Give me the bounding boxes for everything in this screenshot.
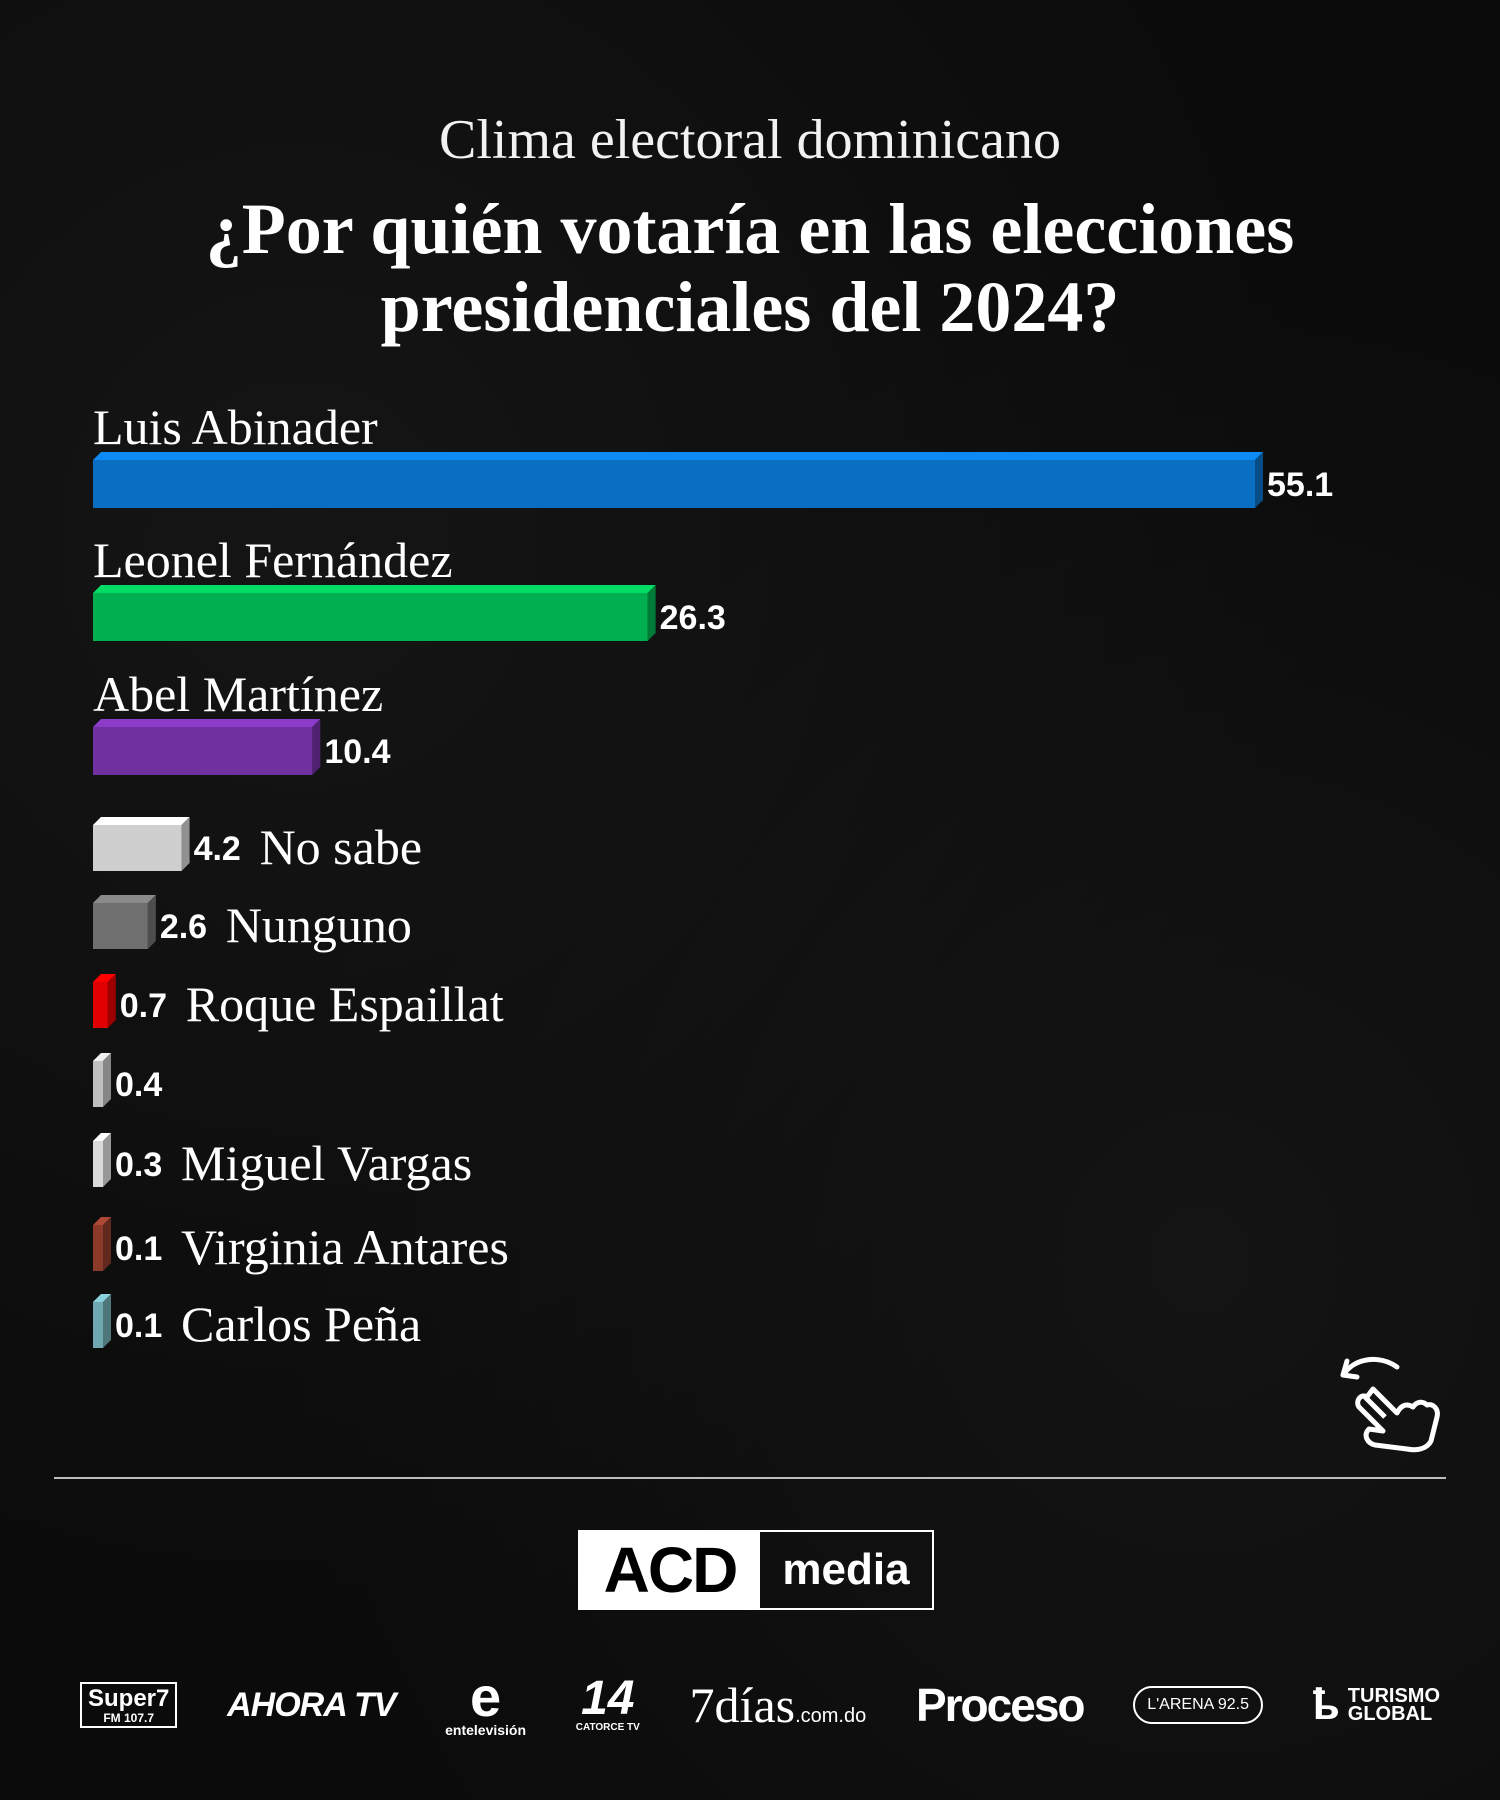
bar-top-face <box>93 817 190 825</box>
bar <box>93 982 108 1028</box>
partner-logos: Super7 FM 107.7 AHORA TV e entelevisión … <box>80 1665 1440 1745</box>
bar-chart: 55.1 Luis Abinader 26.3 Leonel Fernández 10.… <box>93 399 1333 1352</box>
bar-top-face <box>93 452 1263 460</box>
category-label: Nunguno <box>226 897 412 953</box>
bar <box>93 1225 103 1271</box>
acd-logo-text: ACD <box>580 1532 760 1608</box>
chart-subtitle: Clima electoral dominicano <box>438 109 1061 171</box>
catorce-mark: 14 <box>581 1672 635 1725</box>
7dias-domain: .com.do <box>795 1705 867 1727</box>
bar-side-face <box>107 974 116 1028</box>
category-label: Miguel Vargas <box>181 1135 472 1191</box>
bar-top-face <box>93 895 156 903</box>
bar-side-face <box>147 895 156 949</box>
bar <box>93 903 148 949</box>
entelevision-text: entelevisión <box>445 1722 527 1738</box>
catorce-tv-logo: 14 CATORCE TV <box>575 1672 640 1734</box>
value-label: 2.6 <box>160 908 207 946</box>
ahora-tv-logo: AHORA TV <box>227 1685 396 1724</box>
bar <box>93 593 648 641</box>
category-label: Carlos Peña <box>181 1296 421 1352</box>
entelevision-logo: e entelevisión <box>445 1665 527 1739</box>
footer-divider <box>54 1477 1446 1479</box>
value-label: 0.4 <box>115 1066 162 1104</box>
value-label: 0.7 <box>120 987 167 1025</box>
category-label: Leonel Fernández <box>93 532 453 588</box>
super7-text: Super7 <box>88 1685 170 1712</box>
bar-top-face <box>93 1294 111 1302</box>
turismo-text: TURISMO <box>1347 1685 1440 1707</box>
category-label: Luis Abinader <box>93 399 378 455</box>
value-label: 55.1 <box>1267 466 1333 504</box>
chart-title: ¿Por quién votaría en las elecciones pre… <box>205 189 1295 347</box>
proceso-logo: Proceso <box>915 1679 1086 1731</box>
7dias-logo: 7días.com.do <box>690 1676 867 1734</box>
category-label: Virginia Antares <box>181 1219 509 1275</box>
bar <box>93 825 182 871</box>
category-label: No sabe <box>260 819 422 875</box>
catorce-text: CATORCE TV <box>575 1722 640 1733</box>
bar-side-face <box>312 719 321 775</box>
bar-side-face <box>103 1294 111 1348</box>
bar-top-face <box>93 974 116 982</box>
value-label: 0.1 <box>115 1307 162 1345</box>
bar-top-face <box>93 1217 111 1225</box>
value-label: 0.3 <box>115 1146 162 1184</box>
category-label: Abel Martínez <box>93 666 383 722</box>
7dias-text: 7días <box>689 1677 796 1733</box>
bar-side-face <box>647 585 656 641</box>
bar-top-face <box>93 1053 111 1061</box>
turismo-global-mark: ҍ <box>1312 1680 1340 1729</box>
super7-logo: Super7 FM 107.7 <box>80 1682 178 1728</box>
value-label: 10.4 <box>324 733 390 771</box>
value-label: 26.3 <box>660 599 726 637</box>
turismo-global-logo: ҍ TURISMO GLOBAL <box>1313 1683 1440 1727</box>
bar-side-face <box>181 817 190 871</box>
super7-sub: FM 107.7 <box>103 1711 155 1725</box>
bar <box>93 1061 103 1107</box>
bar-top-face <box>93 1133 111 1141</box>
bar-top-face <box>93 719 321 727</box>
bar-side-face <box>103 1133 111 1187</box>
bar <box>93 1141 103 1187</box>
bar-side-face <box>103 1053 111 1107</box>
bar-side-face <box>1255 452 1263 508</box>
value-label: 4.2 <box>194 830 241 868</box>
bar-top-face <box>93 585 656 593</box>
acd-logo-media: media <box>782 1545 910 1594</box>
bar <box>93 727 313 775</box>
acd-media-logo: ACD media <box>578 1530 934 1610</box>
bar-side-face <box>103 1217 111 1271</box>
bar <box>93 460 1255 508</box>
swipe-hand-icon[interactable] <box>1335 1345 1445 1455</box>
global-text: GLOBAL <box>1347 1703 1433 1725</box>
value-label: 0.1 <box>115 1230 162 1268</box>
larena-logo: L'ARENA 92.5 <box>1133 1686 1263 1724</box>
entelevision-mark: e <box>469 1665 502 1728</box>
category-label: Roque Espaillat <box>186 976 504 1032</box>
bar <box>93 1302 103 1348</box>
